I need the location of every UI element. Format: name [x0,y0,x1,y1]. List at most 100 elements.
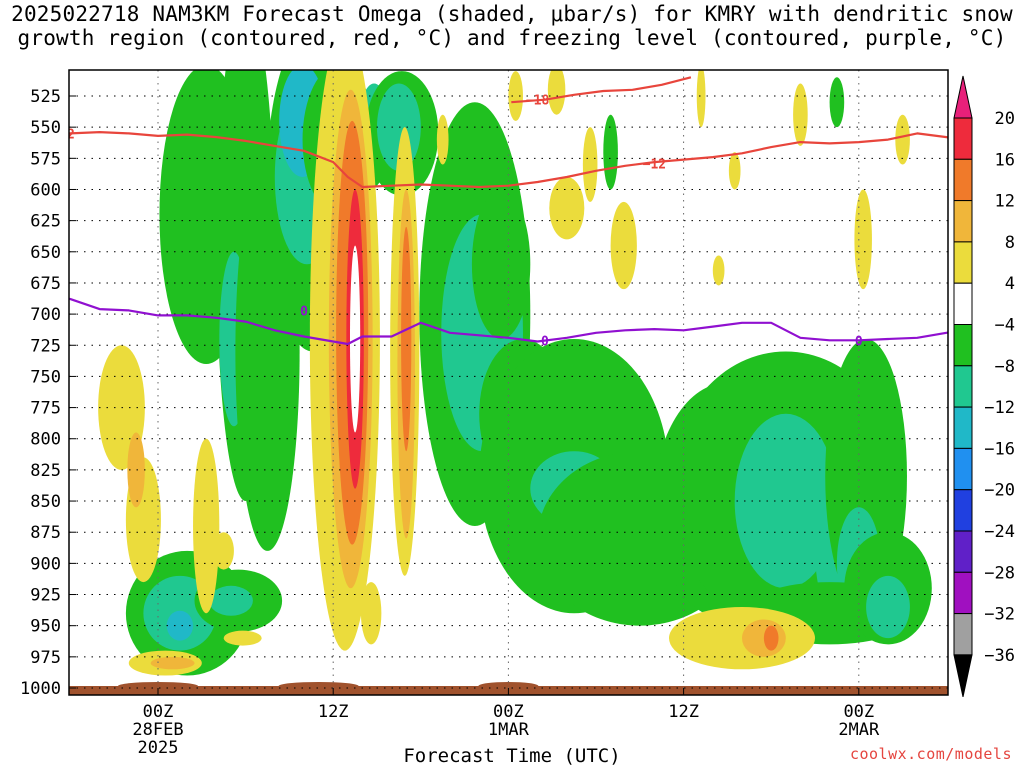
omega-region [223,630,262,646]
colorbar-swatch [953,489,973,532]
colorbar-swatch [953,447,973,491]
colorbar-label: −28 [984,563,1015,583]
omega-region [508,71,523,121]
x-tick-label: 12Z [318,702,349,722]
terrain-bump [478,682,539,690]
y-tick-label: 900 [30,554,61,574]
colorbar-swatch [953,571,973,615]
x-tick-label: 2MAR [838,720,880,740]
x-tick-label: 28FEB [132,720,183,740]
omega-region [712,255,725,286]
contour-line [69,131,948,189]
x-axis-label: Forecast Time (UTC) [403,745,621,767]
colorbar-swatch [953,324,973,367]
omega-region [854,189,872,290]
y-tick-label: 525 [30,87,61,107]
colorbar-label: 20 [995,109,1015,129]
omega-region [127,432,145,508]
contour-layer: −18 −12 −12 0 0 0 [51,76,948,349]
colorbar-top-arrow [953,75,973,119]
x-tick-label: 12Z [668,702,699,722]
y-tick-label: 575 [30,149,61,169]
y-tick-label: 975 [30,648,61,668]
contour-label: 0 [855,334,863,349]
colorbar-swatch [953,406,973,449]
omega-region [1015,84,1024,146]
contour-line [69,297,948,346]
terrain-bump [278,682,359,690]
credit-text: coolwx.com/models [849,745,1012,763]
contour-label: −12 [643,157,666,172]
x-tick-label: 00Z [493,702,524,722]
y-tick-label: 775 [30,399,61,419]
y-tick-label: 850 [30,492,61,512]
x-tick-label: 2025 [138,738,179,758]
colorbar-label: −12 [984,398,1015,418]
omega-region [610,201,637,290]
omega-region [603,114,618,190]
x-tick-label: 00Z [143,702,174,722]
omega-region [866,575,910,639]
omega-region [471,189,531,340]
colorbar-label: −36 [984,646,1015,666]
colorbar-swatch [953,282,973,326]
omega-region [150,656,195,670]
omega-region [547,70,566,115]
contour-label: 0 [541,334,549,349]
colorbar-label: −32 [984,605,1015,625]
omega-region [734,413,837,589]
colorbar-label: −16 [984,439,1015,459]
colorbar-label: −8 [995,357,1015,377]
omega-region [337,610,353,641]
y-tick-label: 625 [30,212,61,232]
y-tick-label: 800 [30,430,61,450]
colorbar-bottom-arrow [953,654,973,698]
omega-region [1016,177,1024,526]
colorbar-label: 12 [995,192,1015,212]
x-tick-label: 1MAR [488,720,530,740]
x-tick-label: 00Z [843,702,874,722]
omega-region [401,226,412,452]
omega-region [829,77,845,128]
omega-region [213,532,234,570]
colorbar-label: −4 [995,316,1015,336]
contour-label: −18 [526,94,550,109]
omega-region [728,152,741,190]
colorbar-swatch [953,200,973,243]
colorbar-swatch [953,241,973,284]
omega-region [360,582,382,645]
y-tick-label: 700 [30,305,61,325]
colorbar: 20 16 12 8 4 −4 −8 −12 −16 −20 −24 −28 −32 −36 [953,75,1015,698]
omega-region [793,83,808,146]
omega-region [763,625,779,651]
omega-region [582,127,598,202]
y-tick-label: 875 [30,523,61,543]
omega-region [549,177,585,240]
omega-region [895,114,910,165]
colorbar-swatch [953,117,973,160]
colorbar-swatch [953,158,973,202]
colorbar-label: 16 [995,150,1015,170]
omega-shading [98,70,1024,676]
y-tick-label: 750 [30,367,61,387]
omega-region [436,114,449,165]
omega-region [669,606,815,670]
omega-region [696,70,706,128]
contour-line [511,76,692,104]
omega-region [193,438,220,614]
y-tick-label: 825 [30,461,61,481]
contour-label: −12 [51,127,74,142]
y-tick-label: 600 [30,180,61,200]
omega-region [209,585,253,616]
colorbar-label: −24 [984,522,1015,542]
y-tick-label: 950 [30,617,61,637]
y-tick-label: 925 [30,586,61,606]
y-tick-label: 675 [30,274,61,294]
omega-region [166,610,194,641]
colorbar-label: 8 [1005,233,1015,253]
colorbar-swatch [953,365,973,408]
colorbar-label: 4 [1005,274,1015,294]
contour-label: 0 [300,304,308,319]
